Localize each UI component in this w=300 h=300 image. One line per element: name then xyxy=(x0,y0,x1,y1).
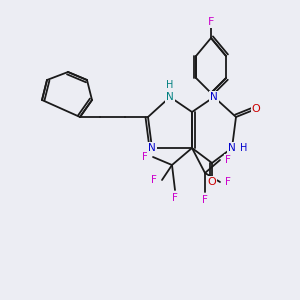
Text: F: F xyxy=(142,152,148,162)
Text: F: F xyxy=(208,17,214,27)
Text: H: H xyxy=(240,143,248,153)
Text: F: F xyxy=(202,195,208,205)
Text: N: N xyxy=(148,143,156,153)
Text: N: N xyxy=(228,143,236,153)
Text: F: F xyxy=(225,155,231,165)
Text: F: F xyxy=(208,17,214,27)
Text: O: O xyxy=(252,104,260,114)
Text: F: F xyxy=(172,193,178,203)
Text: H: H xyxy=(166,80,174,90)
Text: O: O xyxy=(208,177,216,187)
Text: F: F xyxy=(225,177,231,187)
Text: N: N xyxy=(166,92,174,102)
Text: F: F xyxy=(151,175,157,185)
Text: N: N xyxy=(210,92,218,102)
